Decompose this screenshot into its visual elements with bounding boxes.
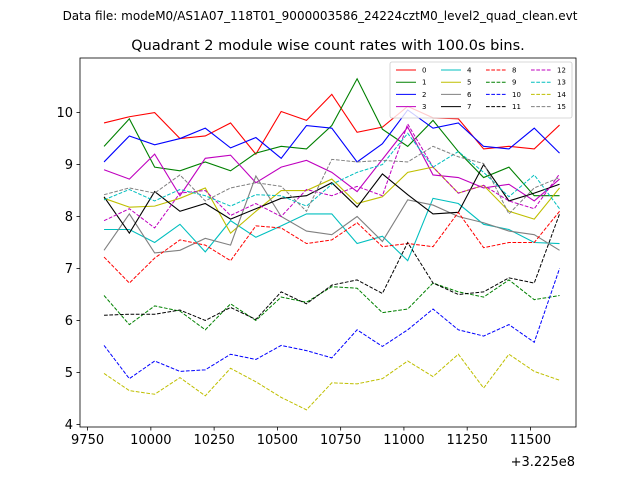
legend-label-0: 0 <box>422 67 426 75</box>
legend-label-6: 6 <box>467 91 472 99</box>
series-line-12 <box>103 122 560 229</box>
legend-label-15: 15 <box>557 103 566 111</box>
legend-box <box>389 61 573 119</box>
series-line-8 <box>103 211 560 284</box>
legend-label-11: 11 <box>512 103 521 111</box>
legend-label-5: 5 <box>467 79 471 87</box>
series-line-13 <box>103 132 560 210</box>
legend-label-13: 13 <box>557 79 566 87</box>
legend-label-3: 3 <box>422 103 426 111</box>
legend-label-14: 14 <box>557 91 566 99</box>
x-tick-label: 10500 <box>257 433 298 448</box>
legend-label-9: 9 <box>512 79 516 87</box>
x-tick-label: 10000 <box>130 433 171 448</box>
legend-label-1: 1 <box>422 79 426 87</box>
series-line-3 <box>103 126 560 202</box>
legend-label-8: 8 <box>512 67 516 75</box>
x-tick-label: 9750 <box>71 433 104 448</box>
series-line-10 <box>103 268 561 380</box>
x-tick-label: 11500 <box>510 433 551 448</box>
series-line-11 <box>104 213 561 322</box>
series-line-2 <box>103 109 560 163</box>
x-tick-label: 10750 <box>320 433 361 448</box>
series-line-7 <box>103 163 560 235</box>
y-tick-label: 5 <box>65 366 73 381</box>
legend-label-7: 7 <box>467 103 471 111</box>
series-line-15 <box>103 145 560 215</box>
series-line-14 <box>103 353 560 411</box>
y-tick-label: 10 <box>56 106 73 121</box>
y-tick-label: 4 <box>65 418 73 433</box>
x-tick-label: 10250 <box>193 433 234 448</box>
y-tick-label: 8 <box>65 210 73 225</box>
series-layer <box>103 77 561 411</box>
y-tick-label: 6 <box>65 314 73 329</box>
legend-label-4: 4 <box>467 67 472 75</box>
legend-label-12: 12 <box>557 67 566 75</box>
x-tick-label: 11250 <box>447 433 488 448</box>
series-line-5 <box>103 166 560 235</box>
legend-label-2: 2 <box>422 91 426 99</box>
x-tick-label: 11000 <box>383 433 424 448</box>
series-line-4 <box>104 197 560 262</box>
series-line-6 <box>103 174 560 254</box>
y-tick-label: 7 <box>65 262 73 277</box>
series-line-9 <box>103 279 560 331</box>
chart-title: Quadrant 2 module wise count rates with … <box>131 38 525 54</box>
data-file-label: Data file: modeM0/AS1A07_118T01_90000035… <box>63 9 578 23</box>
axes-layer: 9750 10000 10250 10500 10750 11000 11250 115004… <box>56 57 577 448</box>
y-tick-label: 9 <box>65 158 73 173</box>
legend-label-10: 10 <box>512 91 521 99</box>
x-offset-label: +3.225e8 <box>511 455 575 470</box>
series-line-1 <box>103 77 560 197</box>
plot-frame <box>79 57 577 428</box>
